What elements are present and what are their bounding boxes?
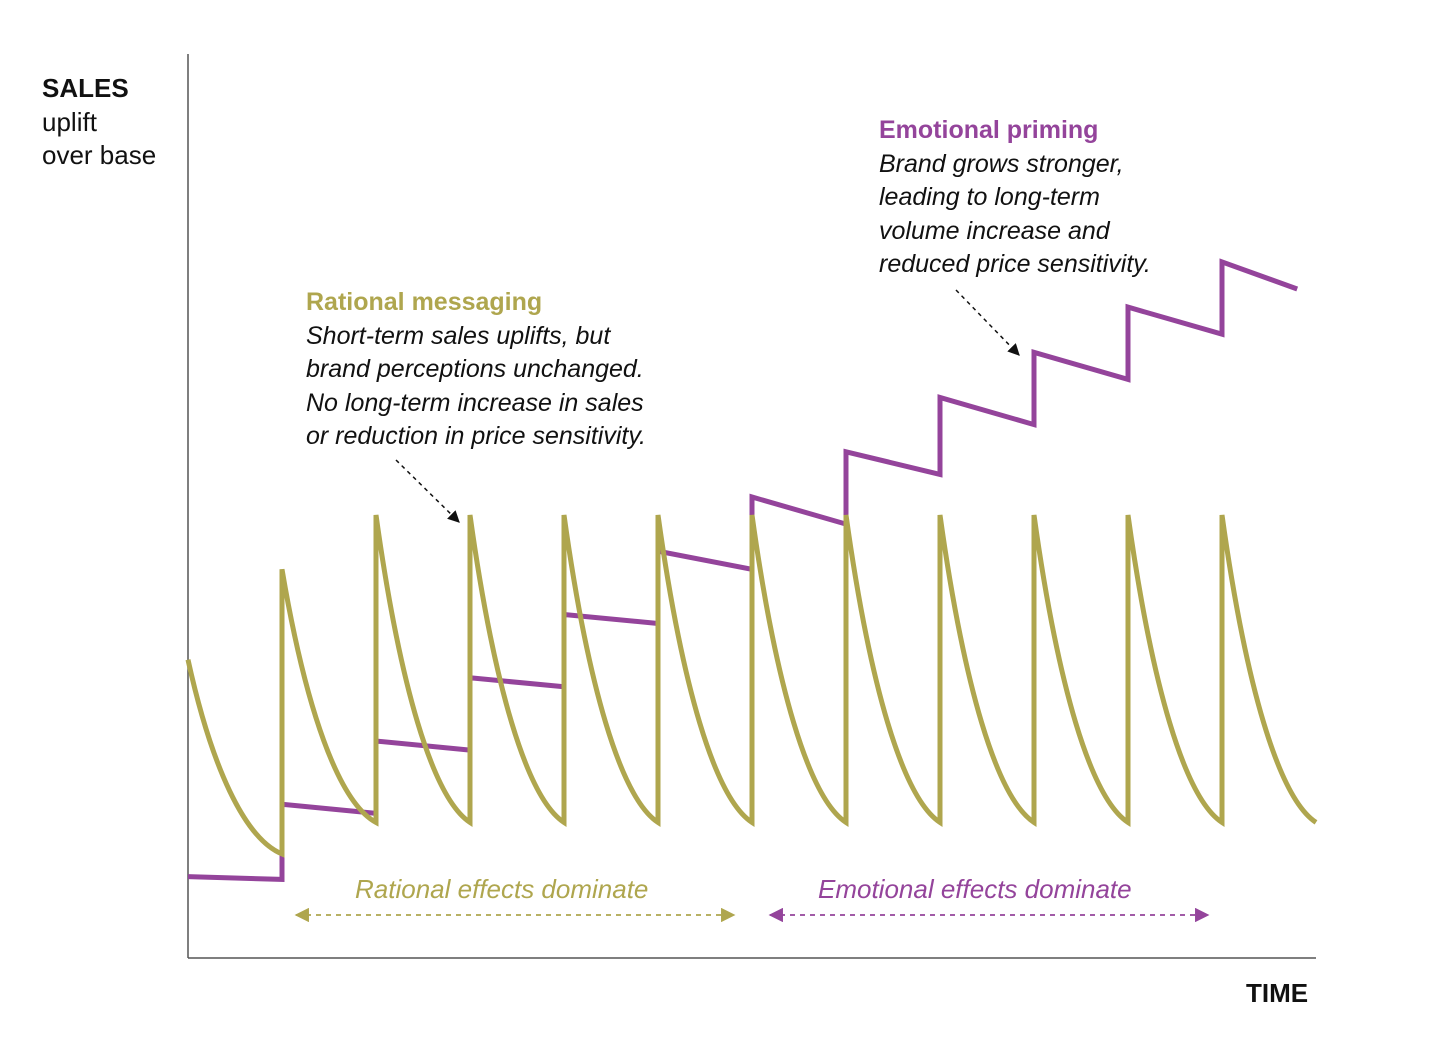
emotional-annotation-line: leading to long-term — [879, 183, 1100, 211]
emotional-annotation-heading: Emotional priming — [879, 116, 1099, 144]
rational-annotation: Rational messaging Short-term sales upli… — [306, 286, 646, 454]
emotional-annotation-line: Brand grows stronger, — [879, 149, 1124, 178]
rational-annotation-line: Short-term sales uplifts, but — [306, 321, 611, 350]
emotional-annotation-arrow — [955, 289, 1020, 356]
emotional-annotation: Emotional priming Brand grows stronger, … — [879, 114, 1151, 282]
emotional-annotation-line: reduced price sensitivity. — [879, 250, 1151, 278]
rational-annotation-line: brand perceptions unchanged. — [306, 355, 644, 383]
rational-messaging-series — [185, 514, 1318, 858]
rational-annotation-line: No long-term increase in sales — [306, 388, 644, 417]
y-axis-subtitle-2: over base — [42, 140, 157, 170]
rational-phase-label: Rational effects dominate — [355, 874, 649, 904]
rational-annotation-heading: Rational messaging — [306, 288, 543, 316]
emotional-phase-label: Emotional effects dominate — [818, 874, 1132, 904]
rational-annotation-line: or reduction in price sensitivity. — [306, 422, 646, 450]
x-axis-title: TIME — [1246, 978, 1309, 1008]
emotional-annotation-line: volume increase and — [879, 216, 1110, 245]
y-axis-subtitle-1: uplift — [42, 107, 97, 137]
y-axis-title: SALES — [42, 73, 129, 103]
rational-annotation-arrow — [395, 459, 460, 523]
